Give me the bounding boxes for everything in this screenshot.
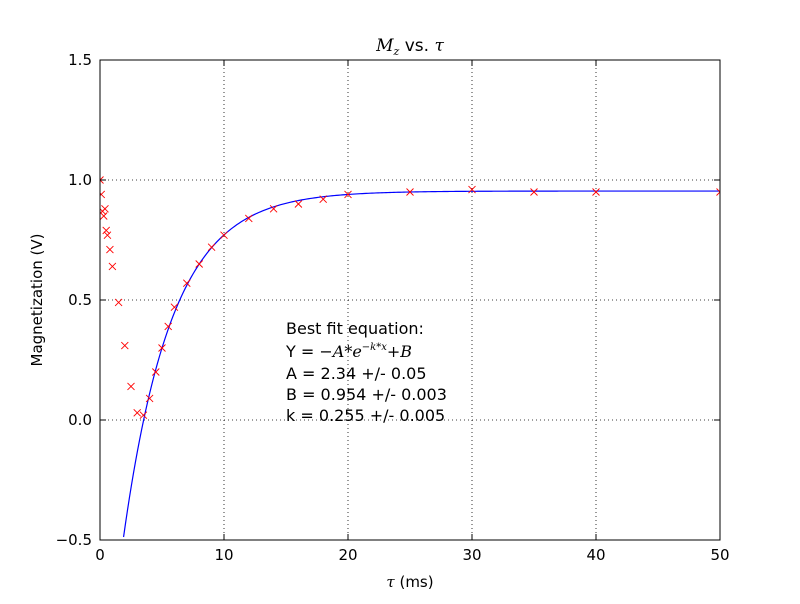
axis-ticks: 0 10 20 30 40 50 −0.5 0.0 0.5 1.0 1.5 [56,51,730,564]
y-tick-label: 1.0 [68,171,92,189]
data-point [145,394,154,403]
data-point [108,262,117,271]
data-point [100,176,104,184]
annotation-heading: Best fit equation: [286,319,424,338]
data-point [195,260,204,268]
data-point [102,226,111,235]
title-text: vs. [399,36,434,56]
data-point [170,303,179,312]
x-tick-label: 20 [338,546,357,564]
y-tick-label: −0.5 [56,531,92,549]
grid-lines [100,60,720,540]
annotation-param-k: k = 0.255 +/- 0.005 [286,406,445,425]
title-math: M [375,36,394,56]
annotation-equation: Y = −A*e−k*x+B [285,342,412,361]
fit-annotation: Best fit equation: Y = −A*e−k*x+B A = 2.… [285,319,447,425]
data-point [406,188,414,196]
data-point [344,190,352,199]
data-point [269,204,278,213]
data-point [133,408,142,417]
data-point [151,368,160,376]
x-axis-label: τ (ms) [386,573,433,591]
xlabel-text: (ms) [395,573,434,591]
title-math-2: τ [434,36,444,56]
data-point [139,411,148,420]
data-point [716,188,720,196]
data-point [182,279,191,288]
data-point [106,245,114,254]
data-point [120,341,129,350]
data-point [114,298,123,307]
y-tick-label: 0.5 [68,291,92,309]
x-tick-label: 30 [462,546,481,564]
y-tick-label: 1.5 [68,51,92,69]
data-point [158,344,166,352]
x-tick-label: 50 [710,546,729,564]
chart-title: Mz vs. τ [375,36,444,58]
data-point [100,190,106,199]
data-point [103,231,112,240]
data-point [101,204,109,213]
data-point [468,185,476,194]
data-point [530,188,538,196]
title-math-sub: z [393,45,400,58]
data-point [319,195,328,204]
equation-prefix: Y = [285,342,319,361]
y-axis-label: Magnetization (V) [28,234,46,367]
equation-suffix: +B [387,342,412,361]
annotation-param-a: A = 2.34 +/- 0.05 [286,364,427,383]
x-tick-label: 10 [214,546,233,564]
annotation-param-b: B = 0.954 +/- 0.003 [286,385,447,404]
data-point [244,214,253,223]
x-tick-label: 0 [95,546,105,564]
data-point [220,231,228,240]
data-point [164,322,173,331]
x-tick-label: 40 [586,546,605,564]
xlabel-math: τ [386,573,395,591]
data-point [100,212,108,220]
data-point [592,188,600,196]
equation-exponent: −k*x [362,342,387,353]
data-point [294,200,303,208]
data-point [127,382,135,391]
equation-main: −A*e [319,342,361,361]
y-tick-label: 0.0 [68,411,92,429]
data-point [207,243,216,252]
